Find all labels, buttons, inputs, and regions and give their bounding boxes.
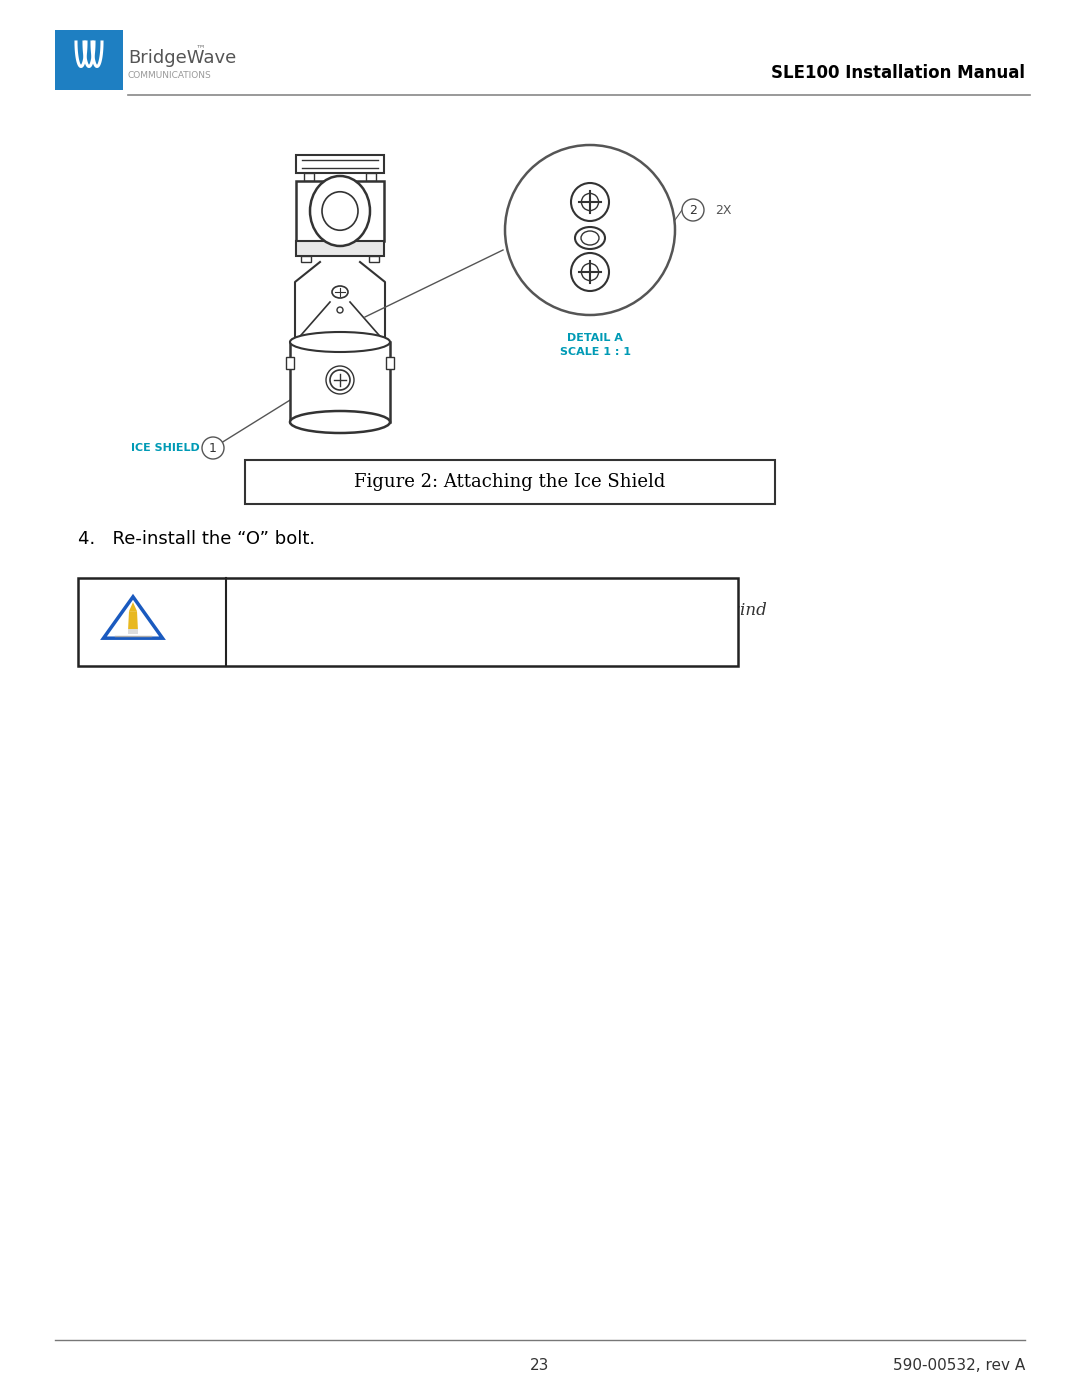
Text: 1: 1: [210, 441, 217, 454]
Bar: [303, 173, 314, 182]
Bar: [55, 29, 123, 89]
Text: 2: 2: [689, 204, 697, 217]
Circle shape: [202, 437, 224, 460]
Polygon shape: [104, 597, 162, 638]
Polygon shape: [129, 612, 138, 631]
Text: Remove canopy when its not snowing to reduce antenna wind
loading: Remove canopy when its not snowing to re…: [244, 602, 767, 643]
Bar: [386, 358, 394, 369]
Ellipse shape: [332, 286, 348, 298]
Bar: [369, 256, 379, 263]
Circle shape: [581, 193, 598, 211]
Ellipse shape: [322, 191, 357, 231]
Bar: [245, 460, 775, 504]
Text: COMMUNICATIONS: COMMUNICATIONS: [129, 70, 212, 80]
Bar: [301, 256, 311, 263]
Ellipse shape: [575, 226, 605, 249]
Text: Note: Note: [165, 615, 206, 630]
Polygon shape: [129, 602, 137, 612]
Circle shape: [337, 307, 343, 313]
Bar: [296, 242, 384, 256]
Text: DETAIL A
SCALE 1 : 1: DETAIL A SCALE 1 : 1: [559, 332, 631, 358]
Ellipse shape: [291, 332, 390, 352]
Ellipse shape: [581, 231, 599, 244]
Polygon shape: [129, 629, 138, 633]
Text: ™: ™: [195, 43, 206, 53]
Text: 4.   Re-install the “O” bolt.: 4. Re-install the “O” bolt.: [78, 529, 315, 548]
Text: 590-00532, rev A: 590-00532, rev A: [893, 1358, 1025, 1373]
Text: SLE100 Installation Manual: SLE100 Installation Manual: [771, 64, 1025, 82]
Bar: [296, 155, 384, 173]
Bar: [286, 358, 294, 369]
Circle shape: [505, 145, 675, 314]
Circle shape: [581, 264, 598, 281]
Text: ICE SHIELD: ICE SHIELD: [132, 443, 200, 453]
Circle shape: [681, 198, 704, 221]
Bar: [366, 173, 376, 182]
Ellipse shape: [310, 176, 370, 246]
Bar: [78, 578, 738, 666]
Text: 23: 23: [530, 1358, 550, 1373]
Text: 2X: 2X: [715, 204, 731, 217]
Circle shape: [330, 370, 350, 390]
Circle shape: [571, 183, 609, 221]
Bar: [291, 342, 390, 422]
Bar: [296, 182, 384, 242]
Text: Figure 2: Attaching the Ice Shield: Figure 2: Attaching the Ice Shield: [354, 474, 665, 490]
Text: BridgeWave: BridgeWave: [129, 49, 237, 67]
Ellipse shape: [291, 411, 390, 433]
Circle shape: [571, 253, 609, 291]
